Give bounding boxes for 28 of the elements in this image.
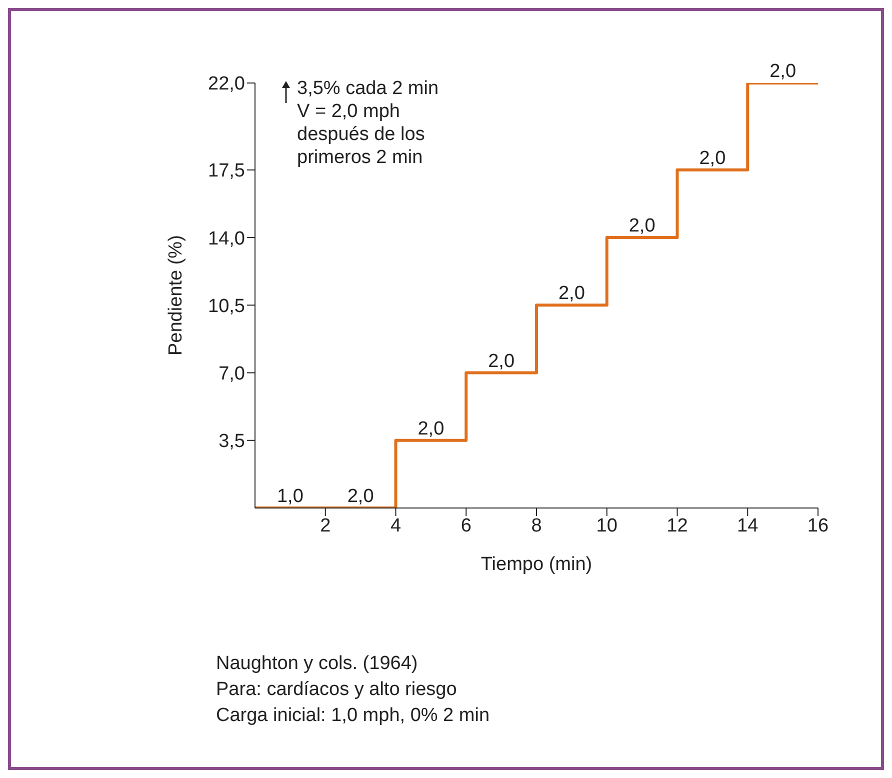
annotation: 2,0 xyxy=(558,283,585,304)
annotation: 2,0 xyxy=(488,350,515,372)
annotation: 2,0 xyxy=(418,418,444,440)
y-tick-label: 14,0 xyxy=(208,228,245,250)
annotation: 1,0 xyxy=(276,486,304,507)
x-tick-label: 16 xyxy=(807,515,829,536)
text: Carga inicial: 1,0 mph, 0% 2 min xyxy=(216,704,490,728)
annotation: 2,0 xyxy=(347,486,374,507)
x-tick-label: 2 xyxy=(320,515,331,536)
x-tick-label: 6 xyxy=(460,515,472,536)
y-axis-title: Pendiente (%) xyxy=(166,235,187,356)
x-tick-label: 8 xyxy=(531,515,542,536)
y-tick-label: 7,0 xyxy=(218,364,245,385)
y-tick-label: 10,5 xyxy=(208,296,245,317)
x-tick-label: 4 xyxy=(390,515,402,536)
annotation: 2,0 xyxy=(770,61,796,82)
text: Naughton y cols. (1964) xyxy=(216,652,419,676)
annotation: 3,5% cada 2 min V = 2,0 mph después de los primeros 2 min xyxy=(297,77,439,169)
y-tick-label: 17,5 xyxy=(208,160,245,182)
text: Para: cardíacos y alto riesgo xyxy=(216,678,458,702)
annotation: 2,0 xyxy=(699,148,726,169)
x-tick-label: 14 xyxy=(737,515,759,536)
x-tick-label: 12 xyxy=(666,515,688,536)
annotation: 2,0 xyxy=(628,216,656,237)
y-tick-label: 22,0 xyxy=(208,74,245,95)
x-tick-label: 10 xyxy=(596,515,618,536)
y-tick-label: 3,5 xyxy=(218,431,245,452)
x-axis-title: Tiempo (min) xyxy=(480,554,592,575)
